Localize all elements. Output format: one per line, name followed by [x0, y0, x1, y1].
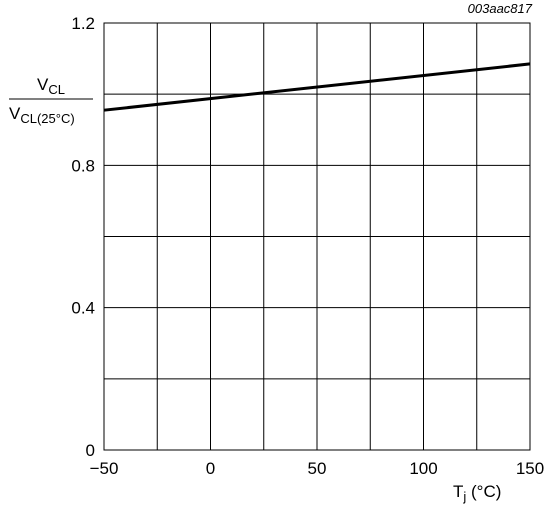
x-axis-label: Tj (°C) — [453, 482, 501, 504]
ylabel-denominator-main: V — [9, 104, 21, 123]
xlabel-sub: j — [462, 489, 466, 504]
y-tick-label: 0.4 — [71, 299, 95, 318]
y-axis-label: VCL VCL(25°C) — [9, 75, 93, 126]
y-tick-label: 0 — [86, 441, 95, 460]
figure-id: 003aac817 — [468, 1, 533, 16]
series-line — [103, 62, 531, 112]
y-tick-labels: 0 0.4 0.8 1.2 — [71, 14, 95, 460]
x-tick-label: 100 — [409, 459, 437, 478]
x-tick-labels: −50 0 50 100 150 — [90, 459, 545, 478]
ylabel-numerator-main: V — [37, 75, 49, 94]
xlabel-unit: (°C) — [466, 482, 501, 501]
ylabel-numerator-sub: CL — [48, 82, 65, 97]
series-layer — [103, 62, 531, 112]
y-tick-label: 1.2 — [71, 14, 95, 33]
svg-text:VCL(25°C): VCL(25°C) — [9, 104, 75, 126]
svg-text:VCL: VCL — [37, 75, 65, 97]
x-tick-label: 0 — [206, 459, 215, 478]
y-tick-label: 0.8 — [71, 156, 95, 175]
x-tick-label: 150 — [516, 459, 544, 478]
plot-frame — [103, 22, 531, 451]
ylabel-denominator-sub: CL(25°C) — [20, 111, 74, 126]
x-tick-label: −50 — [90, 459, 119, 478]
x-tick-label: 50 — [308, 459, 327, 478]
xlabel-main: T — [453, 482, 463, 501]
